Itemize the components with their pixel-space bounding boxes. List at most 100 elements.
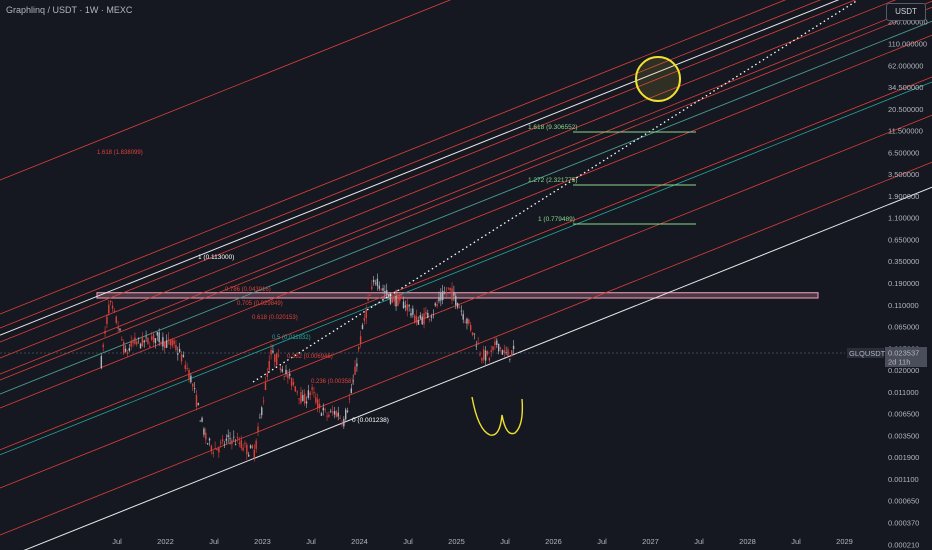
candle-body bbox=[123, 342, 125, 354]
candle-body bbox=[466, 318, 468, 324]
candle-body bbox=[147, 337, 149, 344]
candle-body bbox=[402, 301, 405, 309]
time-tick: 2029 bbox=[836, 537, 853, 546]
price-tick: 11.500000 bbox=[888, 127, 923, 136]
price-tick: 0.650000 bbox=[888, 235, 919, 244]
candle-body bbox=[184, 365, 186, 369]
candle-body bbox=[233, 436, 235, 438]
candle-body bbox=[197, 402, 200, 405]
candle-body bbox=[488, 357, 491, 361]
candle-body bbox=[468, 319, 470, 324]
candle-body bbox=[322, 407, 325, 411]
candle-body bbox=[333, 410, 336, 415]
candle-body bbox=[229, 438, 231, 440]
candle-body bbox=[195, 394, 198, 407]
candle-body bbox=[464, 322, 466, 324]
candle-body bbox=[408, 305, 410, 307]
candle-body bbox=[126, 352, 129, 355]
candle-body bbox=[285, 369, 287, 374]
candle-body bbox=[113, 310, 116, 312]
candle-body bbox=[238, 442, 241, 445]
target-circle bbox=[635, 56, 681, 102]
candle-body bbox=[481, 358, 483, 361]
candle-body bbox=[386, 290, 388, 295]
channel-top-line bbox=[0, 0, 840, 336]
candle-body bbox=[512, 345, 515, 350]
candle-body bbox=[369, 295, 371, 296]
candle-body bbox=[455, 295, 457, 305]
candle-body bbox=[486, 351, 489, 355]
candle-body bbox=[315, 397, 317, 403]
candle-body bbox=[169, 340, 172, 345]
time-tick: Jul bbox=[112, 537, 122, 546]
w-pattern-drawing bbox=[471, 396, 524, 436]
candle-body bbox=[290, 377, 293, 386]
candle-body bbox=[344, 409, 347, 420]
price-tick: 0.000650 bbox=[888, 497, 919, 506]
time-tick: 2028 bbox=[739, 537, 756, 546]
candle-body bbox=[210, 445, 213, 452]
candle-body bbox=[423, 313, 425, 325]
candle-body bbox=[356, 363, 358, 367]
candle-body bbox=[275, 353, 278, 365]
candle-body bbox=[311, 387, 313, 390]
candle-body bbox=[277, 355, 280, 357]
time-tick: 2024 bbox=[351, 537, 368, 546]
price-tick: 0.001900 bbox=[888, 453, 919, 462]
candle-body bbox=[414, 315, 416, 323]
time-tick: Jul bbox=[306, 537, 316, 546]
price-tick: 1.100000 bbox=[888, 214, 919, 223]
candle-body bbox=[453, 291, 455, 296]
symbol-title[interactable]: Graphlinq / USDT · 1W · MEXC bbox=[6, 5, 133, 15]
candle-body bbox=[417, 320, 420, 325]
time-tick: Jul bbox=[403, 537, 413, 546]
candle-body bbox=[363, 318, 366, 321]
candle-body bbox=[384, 291, 386, 294]
candle-body bbox=[128, 348, 131, 351]
candle-body bbox=[221, 439, 224, 442]
candle-body bbox=[203, 428, 205, 435]
candle-body bbox=[372, 279, 375, 283]
candle-body bbox=[445, 292, 448, 294]
price-tick: 0.000370 bbox=[888, 519, 919, 528]
candle-body bbox=[313, 391, 315, 393]
candle-body bbox=[201, 417, 203, 422]
price-tick: 0.065000 bbox=[888, 323, 919, 332]
candle-body bbox=[214, 448, 216, 450]
candle-body bbox=[393, 295, 395, 302]
candle-body bbox=[507, 349, 509, 356]
candle-body bbox=[141, 336, 144, 347]
candle-body bbox=[182, 354, 185, 357]
candle-body bbox=[231, 440, 233, 445]
candle-body bbox=[186, 367, 188, 369]
time-tick: Jul bbox=[209, 537, 219, 546]
candle-body bbox=[419, 315, 422, 319]
candle-body bbox=[240, 440, 242, 448]
candle-body bbox=[234, 444, 237, 446]
candle-body bbox=[292, 382, 295, 385]
candle-body bbox=[318, 403, 321, 409]
candle-body bbox=[130, 341, 132, 347]
candle-body bbox=[175, 344, 177, 351]
target-label: 1.272 (2.321775) bbox=[528, 177, 578, 184]
candle-body bbox=[317, 399, 319, 409]
candle-body bbox=[100, 356, 103, 369]
candle-body bbox=[193, 388, 196, 390]
candle-body bbox=[400, 297, 403, 299]
fib-channel-label: 1 (0.113000) bbox=[198, 254, 234, 261]
candle-body bbox=[287, 374, 289, 379]
candle-body bbox=[307, 390, 310, 398]
candle-body bbox=[121, 339, 123, 341]
currency-button[interactable]: USDT bbox=[886, 3, 926, 21]
candle-body bbox=[106, 316, 108, 325]
candle-body bbox=[479, 353, 481, 355]
time-axis: Jul 2022 Jul 2023 Jul 2024 Jul 2025 Jul 2026 Jul 20… bbox=[112, 537, 853, 546]
candle-body bbox=[365, 309, 367, 319]
time-tick: Jul bbox=[500, 537, 510, 546]
candle-body bbox=[346, 410, 349, 412]
price-tick: 0.350000 bbox=[888, 257, 919, 266]
candle-body bbox=[341, 423, 343, 425]
